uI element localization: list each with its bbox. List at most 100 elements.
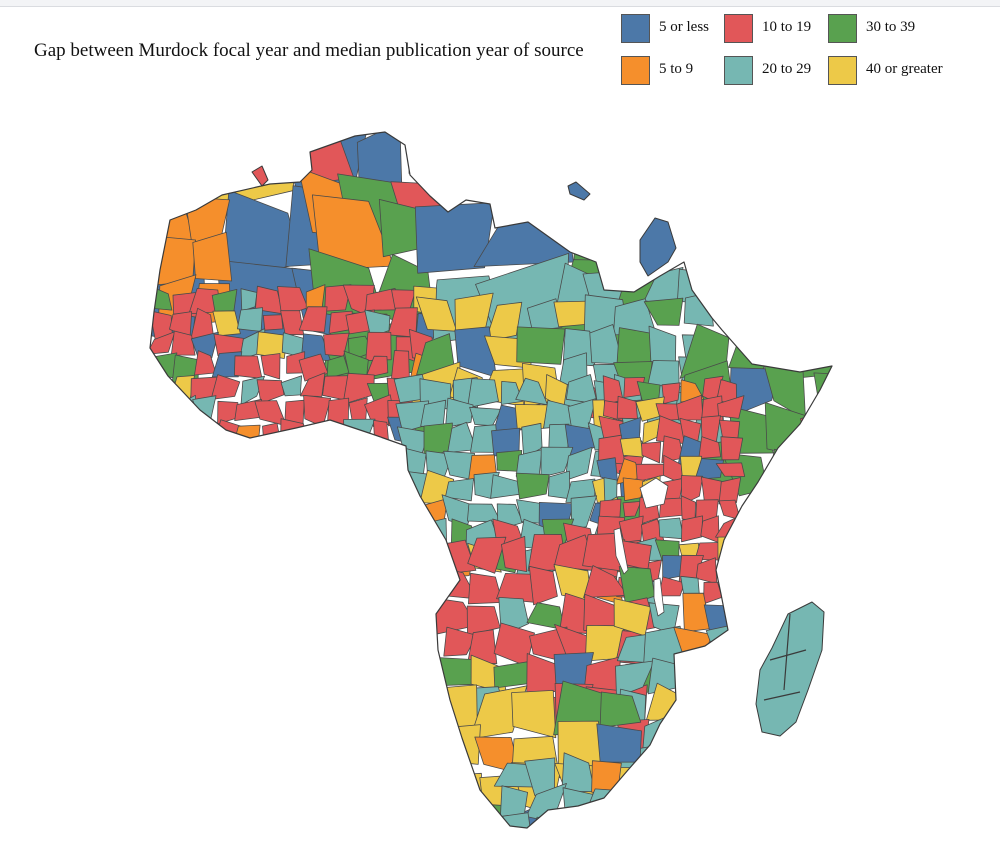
ethnic-group-region (715, 516, 743, 541)
ethnic-group-region (720, 436, 744, 461)
ethnic-group-region (526, 298, 563, 332)
ethnic-group-region (445, 397, 474, 429)
legend-swatch (828, 14, 857, 43)
ethnic-group-region (681, 475, 704, 506)
ethnic-group-region (681, 515, 703, 543)
africa-coastline (149, 131, 833, 829)
ethnic-group-region (150, 398, 176, 422)
ethnic-group-region (502, 812, 533, 828)
ethnic-group-region (321, 422, 353, 449)
horn-tip-region (639, 217, 677, 277)
ethnic-group-region (298, 306, 328, 333)
lake-tanganyika (613, 527, 629, 575)
ethnic-group-region (210, 374, 241, 400)
ethnic-group-region (192, 231, 233, 282)
ethnic-group-region (723, 576, 741, 606)
ethnic-group-region (516, 326, 566, 365)
ethnic-group-region (717, 556, 736, 584)
ethnic-group-region (599, 498, 622, 518)
ethnic-group-region (150, 352, 178, 379)
ethnic-group-region (443, 811, 491, 828)
ethnic-group-region (356, 132, 403, 185)
ethnic-group-region (260, 353, 281, 380)
ethnic-group-region (190, 421, 214, 443)
ethnic-group-region (709, 690, 739, 724)
ethnic-group-region (303, 394, 332, 428)
ethnic-group-region (698, 436, 722, 459)
legend-swatch (724, 14, 753, 43)
legend-label: 30 to 39 (866, 19, 916, 35)
ethnic-group-region (434, 657, 477, 686)
lake-victoria (639, 477, 669, 509)
legend-swatch (828, 56, 857, 85)
ethnic-group-region (490, 474, 521, 499)
ethnic-group-region (170, 330, 196, 356)
ethnic-group-region (643, 297, 684, 326)
legend-swatch (621, 14, 650, 43)
ethnic-group-region (493, 660, 532, 689)
ethnic-group-region (445, 478, 474, 502)
ethnic-group-region (300, 372, 326, 397)
ethnic-group-region (774, 322, 803, 376)
ethnic-group-region (661, 382, 681, 404)
ethnic-group-region (150, 331, 176, 355)
ethnic-group-region (622, 501, 642, 518)
map-title: Gap between Murdock focal year and media… (34, 40, 584, 61)
ethnic-group-region (681, 687, 716, 717)
ethnic-group-region (718, 499, 741, 521)
ethnic-group-region (603, 477, 618, 504)
madagascar-island (755, 601, 825, 737)
ethnic-group-region (373, 420, 390, 450)
ethnic-group-region (592, 813, 647, 828)
ethnic-group-region (390, 350, 410, 381)
ethnic-group-region (467, 378, 499, 409)
ethnic-group-region (408, 132, 458, 176)
ethnic-group-region (467, 536, 507, 574)
legend-label: 20 to 29 (762, 61, 812, 77)
ethnic-group-region (701, 476, 723, 503)
ethnic-group-region (280, 418, 310, 446)
ethnic-group-region (324, 284, 352, 312)
ethnic-group-region (501, 536, 527, 572)
ethnic-group-region (467, 503, 502, 523)
ethnic-group-region (673, 718, 710, 751)
ethnic-group-region (765, 448, 810, 500)
ethnic-group-region (515, 472, 550, 500)
map-regions (150, 132, 832, 828)
ethnic-group-region (586, 819, 616, 828)
ethnic-group-region (421, 518, 447, 544)
ethnic-group-region (150, 372, 173, 402)
ethnic-group-region (562, 816, 607, 828)
ethnic-group-region (715, 462, 746, 477)
ethnic-group-region (256, 331, 288, 359)
ethnic-group-region (468, 572, 503, 605)
ethnic-group-region (302, 420, 330, 441)
ethnic-group-region (716, 715, 746, 748)
ethnic-group-region (443, 626, 477, 657)
ethnic-group-region (683, 292, 714, 327)
ethnic-group-region (706, 654, 743, 693)
ethnic-group-region (397, 522, 429, 554)
ethnic-group-region (414, 202, 495, 274)
ethnic-group-region (540, 446, 574, 478)
socotra-island (567, 181, 591, 201)
ethnic-group-region (343, 418, 376, 445)
ethnic-group-region (393, 545, 428, 579)
ethnic-group-region (467, 629, 498, 665)
legend-label: 5 or less (659, 19, 709, 35)
ethnic-group-region (717, 395, 745, 419)
ethnic-group-region (799, 442, 832, 499)
ethnic-group-region (511, 690, 557, 739)
ethnic-group-region (553, 300, 589, 328)
madagascar-internal-border (763, 613, 807, 701)
ethnic-group-region (641, 441, 662, 464)
ethnic-group-region (280, 375, 302, 397)
ethnic-group-region (365, 331, 392, 362)
ethnic-group-region (615, 660, 655, 698)
ethnic-group-region (365, 355, 389, 379)
ethnic-group-region (679, 660, 714, 693)
ethnic-group-region (240, 288, 258, 312)
lake-malawi (653, 577, 665, 617)
ethnic-group-region (718, 477, 742, 505)
